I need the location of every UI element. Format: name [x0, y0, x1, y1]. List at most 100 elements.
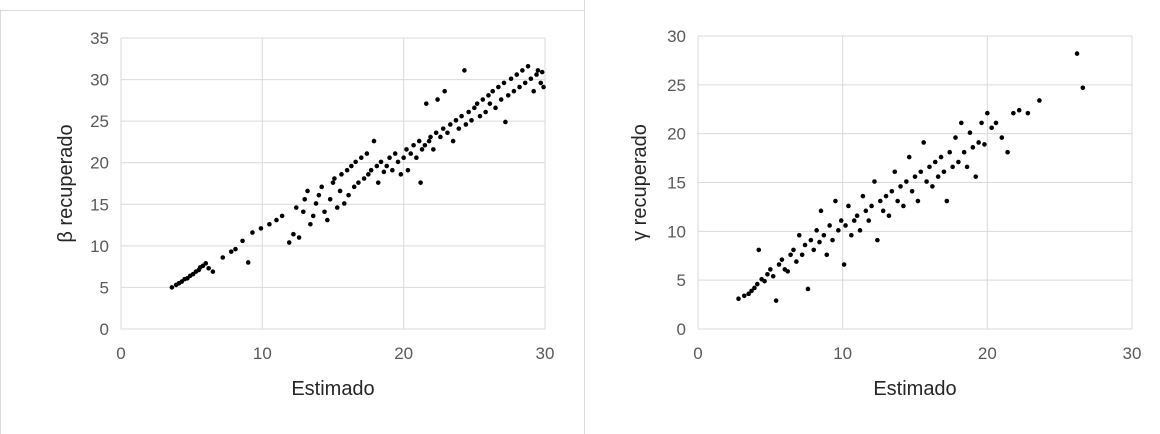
data-point [779, 257, 785, 262]
data-point [857, 228, 863, 233]
data-point [353, 159, 358, 165]
data-point [788, 252, 793, 258]
data-point [830, 237, 835, 243]
data-point [384, 163, 390, 169]
chart-right-panel: 0 5 10 15 20 25 30 0 10 20 30 Estimado γ recuperado [584, 0, 1160, 434]
data-point [351, 184, 357, 190]
x-tick-label: 10 [833, 344, 852, 363]
data-point [440, 126, 446, 131]
data-point [390, 167, 395, 173]
data-point [220, 255, 226, 260]
data-point [765, 272, 770, 277]
data-point [310, 213, 316, 219]
data-point [883, 193, 889, 199]
data-point [233, 246, 238, 252]
y-tick-label: 20 [90, 154, 109, 173]
data-point [956, 159, 961, 165]
data-point [228, 249, 234, 254]
x-tick-label: 0 [116, 344, 125, 363]
data-point [342, 201, 347, 206]
data-point [950, 164, 955, 170]
data-point [378, 159, 384, 165]
data-point [932, 159, 938, 165]
data-point [371, 138, 377, 144]
data-point [520, 68, 525, 73]
data-point [762, 278, 767, 284]
data-point [921, 140, 926, 145]
y-axis-title: β recuperado [55, 124, 77, 242]
data-point [776, 262, 782, 267]
data-point [811, 247, 817, 253]
data-point [979, 120, 984, 126]
data-point [322, 209, 327, 215]
data-point [880, 208, 886, 214]
data-point [490, 88, 496, 94]
data-point [836, 228, 841, 233]
data-point [791, 247, 796, 253]
data-point [941, 169, 947, 175]
data-point [904, 179, 909, 184]
data-point [459, 113, 464, 119]
data-point [895, 198, 900, 204]
data-point [525, 63, 531, 69]
data-point [293, 205, 299, 210]
data-point [401, 155, 406, 161]
data-point [892, 169, 898, 175]
data-point [419, 147, 425, 152]
data-point [909, 188, 915, 194]
data-point [889, 188, 895, 194]
data-point [453, 118, 459, 123]
data-point [472, 105, 477, 111]
data-point [296, 235, 302, 240]
data-point [534, 72, 539, 77]
data-point [824, 252, 830, 258]
data-point [301, 209, 306, 215]
data-point [477, 113, 483, 119]
data-point [794, 259, 799, 264]
data-point [438, 134, 443, 140]
data-point [901, 203, 906, 209]
beta-scatter-chart: 0 5 10 15 20 25 30 35 0 10 20 30 Estimado β recuperad… [55, 29, 554, 400]
data-point [503, 119, 508, 125]
data-point [872, 179, 877, 184]
data-point [327, 196, 333, 202]
data-point [1005, 149, 1010, 155]
data-point [483, 109, 488, 115]
data-point [445, 130, 450, 136]
data-point [924, 179, 929, 184]
x-tick-label: 10 [253, 344, 272, 363]
data-point [368, 167, 374, 173]
data-point [364, 151, 370, 156]
y-tick-label: 0 [100, 320, 109, 339]
data-point [531, 88, 536, 94]
data-point [768, 267, 773, 272]
data-point [169, 285, 175, 290]
data-point [802, 242, 808, 248]
data-point [817, 239, 822, 245]
data-point [886, 213, 892, 219]
data-point [423, 101, 429, 106]
data-point [993, 120, 999, 126]
y-tick-label: 25 [90, 112, 109, 131]
data-point [877, 198, 883, 204]
data-point [773, 298, 779, 303]
y-tick-label: 0 [677, 320, 686, 339]
data-point [849, 232, 854, 238]
data-point [418, 180, 423, 185]
data-point [422, 142, 428, 148]
data-point [535, 68, 541, 73]
data-point [250, 230, 255, 235]
data-point [456, 126, 462, 131]
data-point [866, 218, 872, 223]
y-tick-label: 5 [677, 271, 686, 290]
data-point [808, 237, 814, 243]
data-point [918, 169, 924, 175]
data-point [796, 232, 802, 238]
data-point [313, 201, 319, 206]
data-point [838, 218, 844, 223]
data-point [785, 269, 790, 274]
x-tick-label: 0 [693, 344, 702, 363]
data-point [486, 93, 491, 98]
data-point [450, 138, 456, 144]
data-point [398, 172, 404, 177]
